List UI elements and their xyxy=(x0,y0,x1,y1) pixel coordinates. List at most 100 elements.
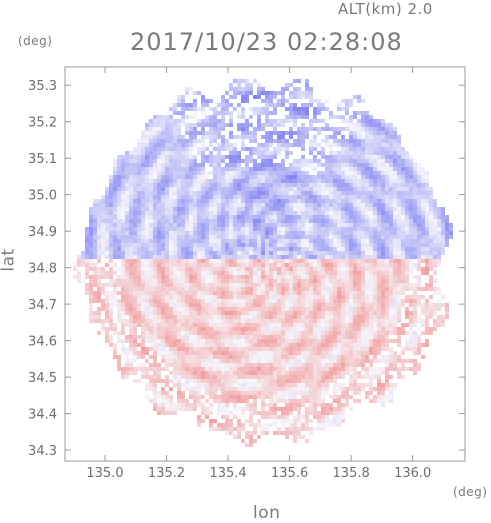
velocity-cell xyxy=(289,347,293,351)
velocity-cell xyxy=(253,323,257,327)
velocity-cell xyxy=(385,275,389,279)
velocity-cell xyxy=(289,315,293,319)
velocity-cell xyxy=(221,135,225,139)
velocity-cell xyxy=(293,175,297,179)
velocity-cell xyxy=(85,271,89,275)
velocity-cell xyxy=(217,335,221,339)
velocity-cell xyxy=(249,263,253,267)
velocity-cell xyxy=(273,183,277,187)
velocity-cell xyxy=(201,231,205,235)
velocity-cell xyxy=(305,291,309,295)
velocity-cell xyxy=(149,199,153,203)
velocity-cell xyxy=(173,251,177,255)
velocity-cell xyxy=(245,159,249,163)
velocity-cell xyxy=(405,231,409,235)
velocity-cell xyxy=(121,303,125,307)
velocity-cell xyxy=(297,315,301,319)
velocity-cell xyxy=(161,355,165,359)
velocity-cell xyxy=(113,167,117,171)
velocity-cell xyxy=(285,227,289,231)
velocity-cell xyxy=(293,299,297,303)
velocity-cell xyxy=(421,211,425,215)
velocity-cell xyxy=(393,339,397,343)
velocity-cell xyxy=(233,199,237,203)
velocity-cell xyxy=(345,179,349,183)
velocity-cell xyxy=(289,203,293,207)
velocity-cell xyxy=(197,131,201,135)
velocity-cell xyxy=(381,307,385,311)
velocity-cell xyxy=(305,275,309,279)
velocity-cell xyxy=(365,203,369,207)
velocity-cell xyxy=(201,143,205,147)
velocity-cell xyxy=(301,231,305,235)
velocity-cell xyxy=(285,131,289,135)
velocity-cell xyxy=(321,255,325,259)
velocity-cell xyxy=(385,219,389,223)
velocity-cell xyxy=(281,195,285,199)
velocity-cell xyxy=(161,339,165,343)
velocity-cell xyxy=(361,299,365,303)
velocity-cell xyxy=(133,167,137,171)
velocity-cell xyxy=(377,307,381,311)
velocity-cell xyxy=(281,167,285,171)
velocity-cell xyxy=(229,319,233,323)
velocity-cell xyxy=(309,271,313,275)
velocity-cell xyxy=(349,147,353,151)
velocity-cell xyxy=(237,87,241,91)
velocity-cell xyxy=(205,235,209,239)
velocity-cell xyxy=(429,187,433,191)
velocity-cell xyxy=(137,187,141,191)
velocity-cell xyxy=(369,151,373,155)
velocity-cell xyxy=(401,231,405,235)
velocity-cell xyxy=(317,151,321,155)
velocity-cell xyxy=(309,207,313,211)
velocity-cell xyxy=(201,271,205,275)
velocity-cell xyxy=(221,251,225,255)
velocity-cell xyxy=(133,159,137,163)
velocity-cell xyxy=(373,243,377,247)
velocity-cell xyxy=(293,139,297,143)
velocity-cell xyxy=(185,127,189,131)
velocity-cell xyxy=(157,183,161,187)
velocity-cell xyxy=(289,115,293,119)
velocity-cell xyxy=(265,307,269,311)
velocity-cell xyxy=(377,271,381,275)
velocity-cell xyxy=(293,179,297,183)
velocity-cell xyxy=(245,215,249,219)
velocity-cell xyxy=(153,115,157,119)
velocity-cell xyxy=(153,223,157,227)
velocity-cell xyxy=(353,179,357,183)
velocity-cell xyxy=(341,275,345,279)
velocity-cell xyxy=(321,195,325,199)
velocity-cell xyxy=(281,91,285,95)
velocity-cell xyxy=(249,207,253,211)
velocity-cell xyxy=(109,211,113,215)
velocity-cell xyxy=(157,259,161,263)
velocity-cell xyxy=(249,123,253,127)
velocity-cell xyxy=(245,351,249,355)
velocity-cell xyxy=(353,275,357,279)
velocity-cell xyxy=(269,319,273,323)
velocity-cell xyxy=(161,207,165,211)
velocity-cell xyxy=(421,247,425,251)
velocity-cell xyxy=(341,115,345,119)
velocity-cell xyxy=(149,147,153,151)
velocity-cell xyxy=(377,235,381,239)
velocity-cell xyxy=(213,339,217,343)
velocity-cell xyxy=(173,235,177,239)
velocity-cell xyxy=(325,155,329,159)
velocity-cell xyxy=(141,315,145,319)
velocity-cell xyxy=(197,315,201,319)
velocity-cell xyxy=(389,339,393,343)
velocity-cell xyxy=(261,295,265,299)
velocity-cell xyxy=(185,115,189,119)
velocity-cell xyxy=(281,355,285,359)
velocity-cell xyxy=(205,311,209,315)
velocity-cell xyxy=(269,111,273,115)
velocity-cell xyxy=(125,275,129,279)
velocity-cell xyxy=(193,207,197,211)
velocity-cell xyxy=(381,163,385,167)
velocity-cell xyxy=(121,255,125,259)
velocity-cell xyxy=(405,263,409,267)
velocity-cell xyxy=(301,135,305,139)
